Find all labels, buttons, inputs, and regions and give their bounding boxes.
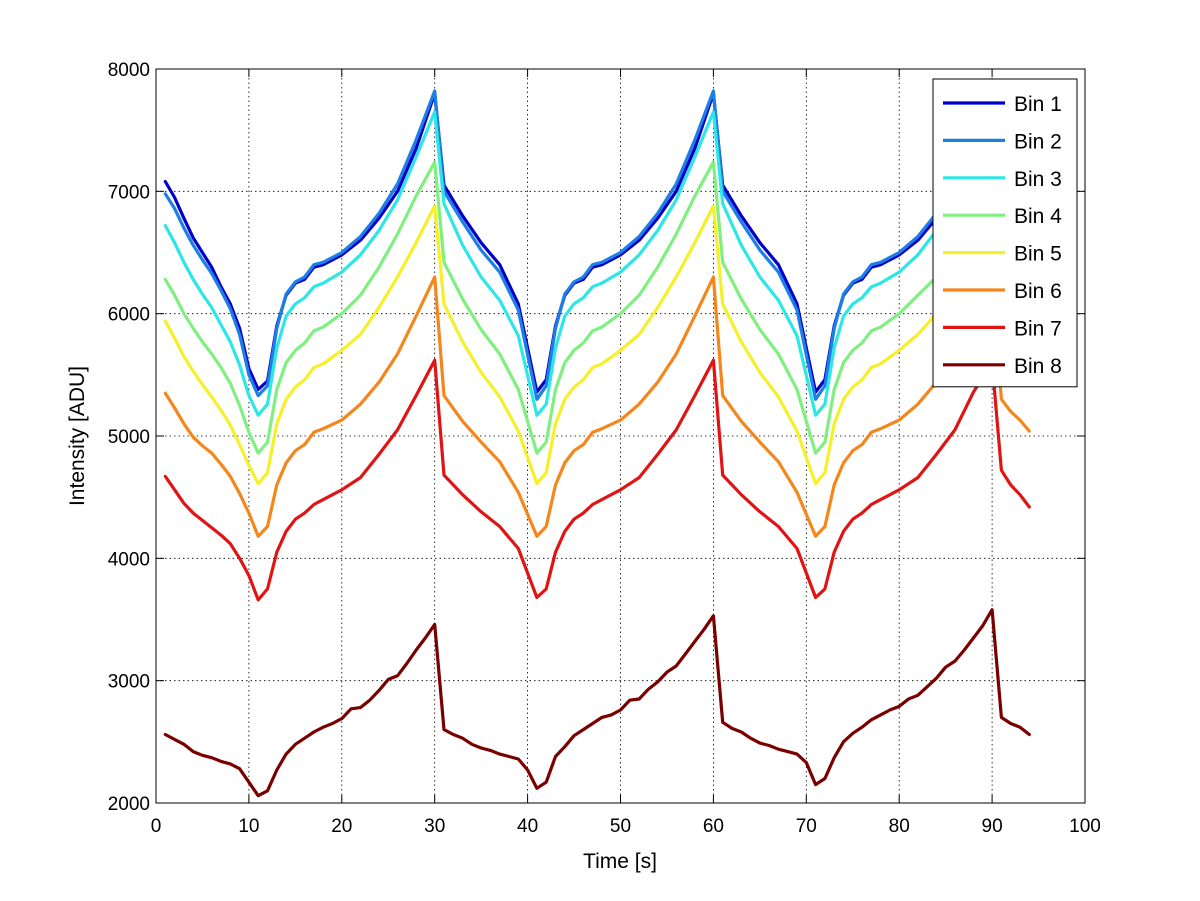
x-tick-label-5: 50 [610,816,631,837]
legend-label-bin-2: Bin 2 [1014,130,1062,153]
x-tick-label-0: 0 [151,816,162,837]
series-line-bin-2 [163,89,939,401]
legend-label-bin-3: Bin 3 [1014,168,1062,191]
x-axis-label: Time [s] [583,850,657,873]
legend-label-bin-6: Bin 6 [1014,280,1062,303]
series-line-bin-3 [163,110,939,417]
legend-label-bin-4: Bin 4 [1014,205,1062,228]
x-tick-label-8: 80 [889,816,910,837]
x-tick-label-2: 20 [331,816,352,837]
y-tick-label-3: 5000 [108,427,150,448]
legend-box [932,78,1078,388]
x-tick-label-4: 40 [517,816,538,837]
legend: Bin 1 Bin 2 Bin 3 Bin 4 Bin 5 Bin 6 Bin 7 Bin 8 [932,78,1078,388]
x-tick-label-6: 60 [703,816,724,837]
legend-label-bin-1: Bin 1 [1014,93,1062,116]
series-line-bin-6 [163,275,1031,538]
legend-label-bin-7: Bin 7 [1014,317,1062,340]
axis-ticks: 0 10 20 30 40 50 60 70 80 90 100 2000 3000 4000 5000 60… [108,60,1101,837]
y-tick-label-4: 6000 [108,305,150,326]
x-tick-label-9: 90 [982,816,1003,837]
x-tick-label-10: 100 [1069,816,1101,837]
series-line-bin-8 [163,608,1031,798]
y-axis-label: Intensity [ADU] [66,366,89,506]
series-line-bin-4 [163,160,939,455]
y-tick-label-1: 3000 [108,672,150,693]
legend-label-bin-8: Bin 8 [1014,355,1062,378]
series-line-bin-7 [163,358,1031,602]
y-tick-label-6: 8000 [108,60,150,81]
y-tick-label-2: 4000 [108,549,150,570]
x-tick-label-1: 10 [238,816,259,837]
x-tick-label-7: 70 [796,816,817,837]
x-tick-label-3: 30 [424,816,445,837]
legend-label-bin-5: Bin 5 [1014,243,1062,266]
y-tick-label-5: 7000 [108,182,150,203]
y-tick-label-0: 2000 [108,794,150,815]
series-group [163,89,1031,798]
series-line-bin-5 [163,204,939,486]
